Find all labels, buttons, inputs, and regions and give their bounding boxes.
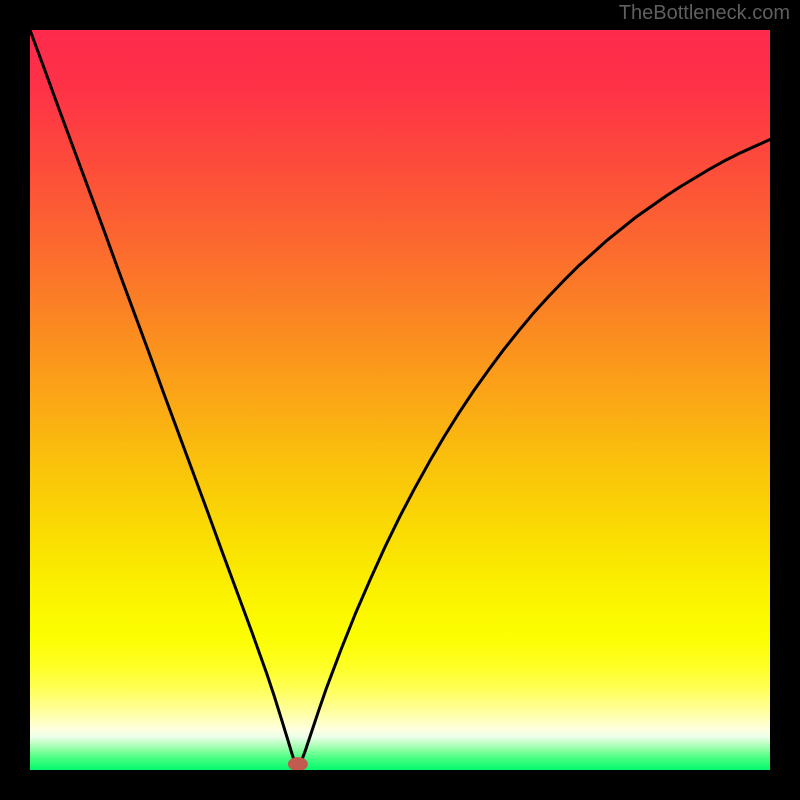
watermark-text: TheBottleneck.com bbox=[619, 2, 790, 25]
plot-background bbox=[30, 30, 770, 770]
bottleneck-chart bbox=[0, 0, 800, 800]
chart-container: TheBottleneck.com bbox=[0, 0, 800, 800]
optimum-marker bbox=[288, 757, 308, 771]
